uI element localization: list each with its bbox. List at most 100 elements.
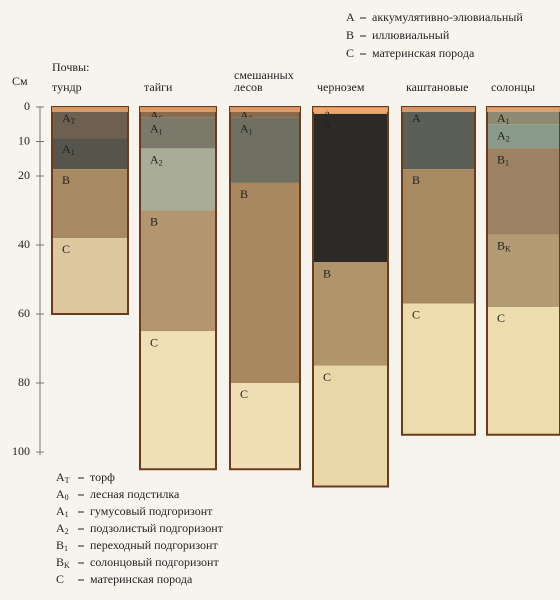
profile-name: тундр xyxy=(52,80,82,94)
horizon xyxy=(402,169,475,304)
horizon-label: C xyxy=(62,242,70,256)
horizon-letter: A xyxy=(62,111,71,125)
depth-tick-label: 80 xyxy=(18,375,30,389)
profile-name: лесов xyxy=(234,80,263,94)
legend-text: солонцовый подгоризонт xyxy=(90,555,219,569)
horizon-label: C xyxy=(412,307,420,321)
horizon xyxy=(52,138,128,170)
horizon-letter: C xyxy=(150,335,158,349)
legend-sub: 2 xyxy=(65,527,69,536)
horizon-label: AT xyxy=(62,111,76,126)
horizon-sub: T xyxy=(71,117,76,126)
horizon-letter: C xyxy=(62,242,70,256)
profile-name: чернозем xyxy=(317,80,365,94)
horizon-label: A xyxy=(412,111,421,125)
legend-text: гумусовый подгоризонт xyxy=(90,504,213,518)
axis-unit: См xyxy=(12,74,28,88)
legend-letter: C xyxy=(56,572,64,586)
legend-text: подзолистый подгоризонт xyxy=(90,521,224,535)
horizon-label: C xyxy=(323,370,331,384)
horizon xyxy=(52,238,128,314)
legend-key: BK xyxy=(56,555,70,570)
horizon-label: B xyxy=(150,214,158,228)
horizon-letter: C xyxy=(412,307,420,321)
horizon-label: A1 xyxy=(240,121,253,136)
horizon-letter: A xyxy=(497,128,506,142)
horizon xyxy=(140,117,216,149)
legend-text: материнская порода xyxy=(372,46,475,60)
profile-name: солонцы xyxy=(491,80,535,94)
legend-key: A xyxy=(346,10,355,24)
horizon xyxy=(313,365,388,487)
profile-name: тайги xyxy=(144,80,173,94)
horizon-label: C xyxy=(240,387,248,401)
horizon xyxy=(230,383,300,470)
depth-tick-label: 100 xyxy=(12,444,30,458)
horizon-letter: A xyxy=(150,152,159,166)
horizon xyxy=(52,107,128,139)
horizon-sub: 2 xyxy=(159,158,163,167)
horizon-sub: 1 xyxy=(505,158,509,167)
horizon-label: B1 xyxy=(497,152,509,167)
horizon-letter: A xyxy=(497,111,506,125)
profile-name: смешанных xyxy=(234,68,294,82)
horizon xyxy=(140,107,216,118)
horizon xyxy=(230,117,300,183)
legend-key: AT xyxy=(56,470,70,485)
horizon-letter: B xyxy=(412,173,420,187)
horizon-sub: 1 xyxy=(249,127,253,136)
legend-key: A1 xyxy=(56,504,69,519)
depth-tick-label: 0 xyxy=(24,99,30,113)
horizon-letter: A xyxy=(323,106,332,120)
horizon-label: C xyxy=(150,335,158,349)
horizon xyxy=(313,262,388,366)
horizon-sub: 2 xyxy=(506,134,510,143)
soils-label: Почвы: xyxy=(52,60,89,74)
profile-name: каштановые xyxy=(406,80,468,94)
horizon-letter: B xyxy=(497,238,505,252)
legend-key: A2 xyxy=(56,521,69,536)
legend-text: аккумулятивно-элювиальный xyxy=(372,10,523,24)
horizon-label: B xyxy=(62,173,70,187)
legend-sub: 1 xyxy=(65,510,69,519)
legend-key: A0 xyxy=(56,487,69,502)
horizon-letter: B xyxy=(240,187,248,201)
legend-sub: K xyxy=(64,561,70,570)
horizon xyxy=(140,148,216,211)
horizon-label: A1 xyxy=(62,142,75,157)
legend-key: B1 xyxy=(56,538,68,553)
legend-text: переходный подгоризонт xyxy=(90,538,218,552)
horizon xyxy=(230,107,300,118)
horizon xyxy=(140,210,216,332)
horizon-letter: A xyxy=(150,108,159,122)
depth-tick-label: 40 xyxy=(18,237,30,251)
profile-topsoil xyxy=(230,107,300,112)
legend-letter: A xyxy=(56,487,65,501)
horizon-letter: A xyxy=(240,121,249,135)
legend-sub: T xyxy=(65,476,70,485)
horizon xyxy=(402,107,475,170)
horizon-sub: 1 xyxy=(159,127,163,136)
horizon-sub: K xyxy=(505,244,511,253)
legend-letter: A xyxy=(56,470,65,484)
horizon-letter: A xyxy=(62,142,71,156)
horizon-label: A xyxy=(323,118,332,132)
profile-topsoil xyxy=(487,107,560,112)
horizon-label: A2 xyxy=(497,128,510,143)
legend-letter: B xyxy=(56,538,64,552)
legend-letter: A xyxy=(56,504,65,518)
legend-letter: A xyxy=(56,521,65,535)
horizon-letter: C xyxy=(497,311,505,325)
horizon-letter: B xyxy=(62,173,70,187)
legend-text: материнская порода xyxy=(90,572,193,586)
legend-key: B xyxy=(346,28,354,42)
horizon-label: B xyxy=(240,187,248,201)
horizon xyxy=(52,169,128,239)
horizon-label: A1 xyxy=(150,121,163,136)
profile-topsoil xyxy=(313,107,388,112)
horizon-label: A1 xyxy=(497,111,510,126)
profile-topsoil xyxy=(402,107,475,112)
horizon xyxy=(487,234,560,308)
depth-tick-label: 20 xyxy=(18,168,30,182)
